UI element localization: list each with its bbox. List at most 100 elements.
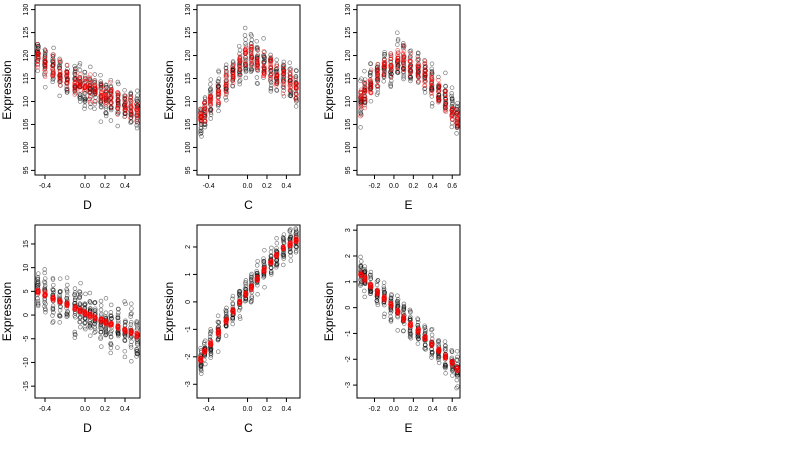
- fitted-points: [35, 41, 140, 124]
- data-point: [103, 330, 109, 336]
- data-point: [122, 320, 128, 325]
- data-point: [122, 354, 128, 360]
- data-point: [92, 90, 98, 96]
- data-point: [134, 96, 140, 101]
- data-point: [108, 79, 113, 85]
- data-point: [408, 333, 413, 339]
- data-point: [443, 105, 448, 111]
- data-point: [134, 331, 139, 337]
- data-point: [77, 301, 83, 306]
- data-point: [203, 361, 208, 367]
- data-point: [122, 111, 127, 116]
- data-point: [88, 64, 93, 70]
- data-point: [268, 60, 273, 66]
- y-tick-label: 130: [185, 4, 192, 16]
- data-point: [135, 351, 140, 357]
- data-point: [134, 348, 139, 354]
- data-point: [381, 314, 387, 320]
- data-point: [115, 312, 121, 318]
- data-point: [64, 62, 70, 68]
- data-point: [108, 331, 113, 337]
- x-tick-label: 0.0: [389, 406, 399, 413]
- data-point: [201, 340, 207, 345]
- plot-panel: -0.4 0.0 0.2 0.4 -3 -2 -1 0 1 2 C Expression: [162, 224, 301, 435]
- data-point: [429, 332, 435, 338]
- data-point: [254, 75, 260, 80]
- data-point: [294, 229, 299, 235]
- data-point: [135, 120, 140, 126]
- data-point: [358, 113, 363, 119]
- data-point: [51, 282, 56, 288]
- data-point: [104, 320, 109, 326]
- data-point: [208, 347, 213, 353]
- y-tick-label: 95: [345, 166, 352, 174]
- data-point: [57, 320, 62, 325]
- data-point: [109, 315, 114, 321]
- data-point: [230, 296, 235, 302]
- data-point: [443, 354, 448, 359]
- data-point: [429, 77, 435, 82]
- data-point: [237, 316, 243, 321]
- data-point: [268, 249, 274, 255]
- data-point: [73, 78, 78, 84]
- data-point: [208, 108, 213, 113]
- data-point: [255, 54, 260, 59]
- data-point: [368, 90, 374, 96]
- data-point: [274, 254, 279, 260]
- data-point: [72, 286, 78, 291]
- data-point: [442, 364, 448, 370]
- x-axis-label: C: [244, 198, 253, 212]
- data-point: [238, 58, 243, 64]
- data-point: [215, 83, 221, 89]
- data-point: [77, 307, 83, 313]
- data-point: [274, 72, 280, 77]
- data-point: [381, 280, 387, 285]
- data-point: [255, 47, 261, 53]
- data-point: [51, 45, 56, 51]
- y-tick-label: 1: [185, 272, 192, 276]
- data-point: [274, 245, 279, 251]
- data-point: [108, 101, 113, 106]
- y-tick-label: 120: [345, 50, 352, 62]
- data-point: [429, 91, 434, 97]
- x-tick-label: 0.0: [80, 406, 90, 413]
- data-point: [358, 110, 363, 116]
- data-point: [455, 115, 460, 121]
- data-point: [78, 88, 83, 93]
- x-tick-label: 0.0: [80, 183, 90, 190]
- data-point: [98, 81, 104, 86]
- data-point: [115, 315, 120, 321]
- data-point: [407, 316, 413, 321]
- data-point: [134, 102, 139, 107]
- data-point: [416, 78, 421, 84]
- data-point: [381, 289, 387, 295]
- data-point: [224, 305, 229, 311]
- x-axis-label: C: [244, 421, 253, 435]
- data-point: [248, 286, 254, 292]
- data-point: [128, 311, 134, 317]
- data-point: [64, 87, 69, 92]
- data-point: [449, 361, 455, 366]
- data-point: [367, 88, 373, 93]
- data-point: [274, 57, 279, 63]
- y-tick-label: 125: [185, 27, 192, 39]
- y-axis-label: Expression: [322, 60, 336, 119]
- data-point: [93, 329, 98, 334]
- data-point: [92, 106, 97, 112]
- data-point: [115, 79, 121, 85]
- data-point: [281, 68, 286, 74]
- data-point: [115, 97, 121, 102]
- data-point: [268, 52, 273, 58]
- data-point: [128, 95, 134, 101]
- data-point: [208, 94, 213, 99]
- data-point: [395, 52, 400, 58]
- data-point: [108, 314, 114, 319]
- data-point: [134, 110, 140, 116]
- data-point: [381, 287, 387, 293]
- y-axis-label: Expression: [162, 282, 176, 341]
- data-point: [436, 74, 441, 80]
- data-point: [108, 334, 114, 340]
- y-axis-label: Expression: [162, 60, 176, 119]
- data-point: [42, 276, 48, 281]
- data-point: [293, 83, 298, 88]
